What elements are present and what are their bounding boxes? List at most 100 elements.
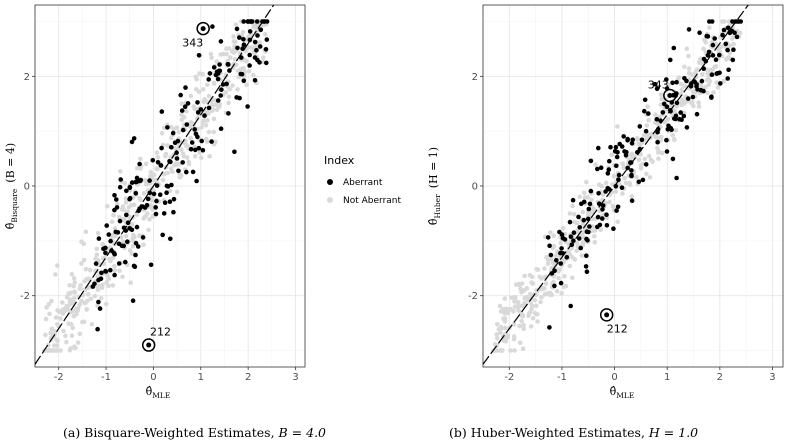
point-not-aberrant [538,284,544,290]
point-not-aberrant [539,276,544,281]
point-not-aberrant [567,211,573,216]
point-not-aberrant [159,131,165,136]
point-not-aberrant [521,326,526,332]
point-not-aberrant [149,198,155,203]
point-aberrant [714,71,720,76]
point-aberrant [623,153,629,158]
point-aberrant [154,198,159,204]
x-tick-label: -2 [504,372,514,383]
point-not-aberrant [598,227,603,232]
point-not-aberrant [696,100,701,105]
point-aberrant [639,137,645,143]
point-aberrant [637,124,643,129]
point-aberrant [681,113,687,119]
point-aberrant [226,62,231,67]
point-aberrant [131,136,137,141]
point-not-aberrant [68,346,74,351]
point-not-aberrant [119,207,125,212]
point-aberrant [176,168,181,174]
point-aberrant [135,244,141,249]
point-not-aberrant [142,177,148,183]
point-aberrant [619,185,625,190]
caption-b: (b) Huber-Weighted Estimates, H = 1.0 [449,425,698,440]
point-aberrant [106,232,112,237]
point-aberrant [237,35,242,40]
point-not-aberrant [197,150,202,155]
point-aberrant [584,229,590,234]
point-not-aberrant [106,283,111,289]
point-not-aberrant [53,315,59,320]
point-aberrant [226,111,231,116]
point-not-aberrant [501,338,507,343]
point-not-aberrant [658,92,664,97]
panel-a-y-axis-title: θ̂Bisquare(B = 4) [4,143,19,229]
point-not-aberrant [495,322,500,327]
point-aberrant [199,138,204,144]
point-aberrant [101,246,106,252]
point-not-aberrant [43,332,48,338]
point-not-aberrant [241,66,246,71]
point-not-aberrant [686,53,691,59]
point-aberrant [209,139,214,144]
point-not-aberrant [533,303,539,309]
point-aberrant [699,78,705,84]
point-not-aberrant [130,244,136,249]
point-not-aberrant [71,283,76,289]
point-not-aberrant [529,280,534,285]
point-not-aberrant [118,169,123,174]
point-not-aberrant [590,224,595,229]
point-not-aberrant [64,294,70,300]
point-aberrant [654,117,660,122]
point-not-aberrant [592,234,597,239]
point-aberrant [725,47,730,53]
point-not-aberrant [615,124,620,129]
point-aberrant [239,71,245,77]
point-not-aberrant [646,153,652,159]
point-aberrant [596,191,601,196]
point-not-aberrant [500,307,506,312]
point-aberrant [129,180,135,185]
point-not-aberrant [77,331,83,337]
point-aberrant [183,85,188,90]
point-aberrant [581,217,587,223]
point-not-aberrant [43,316,49,322]
point-aberrant [97,306,103,311]
point-not-aberrant [227,87,232,92]
point-not-aberrant [659,96,664,102]
point-not-aberrant [199,155,204,160]
point-not-aberrant [550,245,556,251]
point-aberrant [596,145,601,151]
point-not-aberrant [242,57,248,63]
point-not-aberrant [211,116,217,122]
point-not-aberrant [235,87,240,92]
point-not-aberrant [83,267,89,272]
point-aberrant [224,81,229,87]
highlight-label-212: 212 [150,325,171,338]
point-aberrant [559,246,564,251]
point-not-aberrant [519,289,524,295]
point-not-aberrant [148,173,154,179]
point-not-aberrant [627,182,633,188]
point-not-aberrant [521,323,526,328]
point-aberrant [730,19,735,24]
point-aberrant [184,169,189,175]
point-aberrant [709,95,714,100]
point-not-aberrant [199,125,204,130]
point-aberrant [195,100,200,105]
point-aberrant [245,19,251,24]
panel-b-y-ticks: -2 0 2 [468,72,483,302]
point-not-aberrant [47,311,52,317]
point-not-aberrant [528,324,534,329]
y-tick-label: -2 [468,291,478,302]
point-aberrant [605,171,611,176]
x-tick-label: 0 [611,372,617,383]
point-not-aberrant [502,325,508,331]
point-aberrant [171,196,177,202]
point-aberrant [720,32,725,38]
point-not-aberrant [79,239,84,244]
point-not-aberrant [520,346,526,352]
point-not-aberrant [109,219,115,224]
point-aberrant [585,216,591,222]
point-aberrant [547,325,552,330]
point-not-aberrant [72,290,78,295]
